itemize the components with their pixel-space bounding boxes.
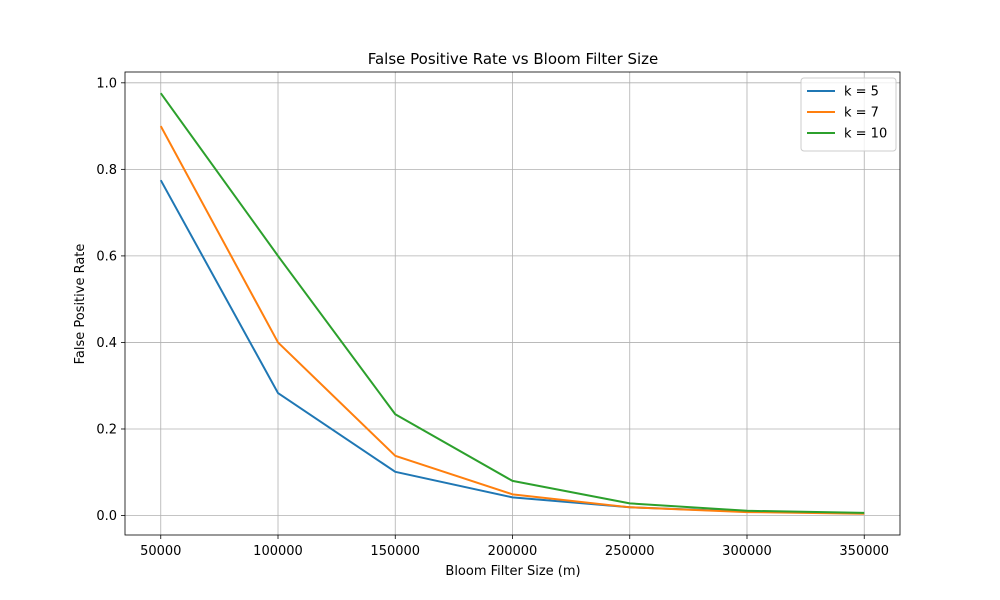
- y-tick-label: 0.4: [96, 336, 117, 351]
- x-tick-label: 300000: [722, 544, 772, 559]
- y-tick-label: 1.0: [96, 76, 117, 91]
- legend-label: k = 5: [844, 85, 879, 100]
- chart-title: False Positive Rate vs Bloom Filter Size: [368, 50, 659, 68]
- y-tick-label: 0.2: [96, 422, 117, 437]
- x-tick-label: 350000: [839, 544, 889, 559]
- x-tick-label: 250000: [605, 544, 655, 559]
- plot-frame: [124, 71, 901, 536]
- grid: [125, 72, 900, 535]
- x-tick-label: 150000: [370, 544, 420, 559]
- y-tick-label: 0.0: [96, 509, 117, 524]
- x-tick-label: 50000: [140, 544, 181, 559]
- x-axis-label: Bloom Filter Size (m): [445, 564, 580, 579]
- legend: k = 5 k = 7 k = 10: [800, 77, 897, 152]
- series-line-2: [159, 125, 865, 515]
- y-tick-label: 0.6: [96, 249, 117, 264]
- axes: 50000 100000 150000 200000 250000 300000 35000…: [96, 71, 901, 559]
- legend-label: k = 10: [844, 127, 887, 142]
- x-tick-label: 100000: [253, 544, 303, 559]
- legend-label: k = 7: [844, 106, 879, 121]
- series-group: [159, 92, 865, 515]
- y-tick-label: 0.8: [96, 163, 117, 178]
- series-line-3: [159, 92, 865, 514]
- y-axis-label: False Positive Rate: [73, 244, 88, 365]
- x-tick-label: 200000: [488, 544, 538, 559]
